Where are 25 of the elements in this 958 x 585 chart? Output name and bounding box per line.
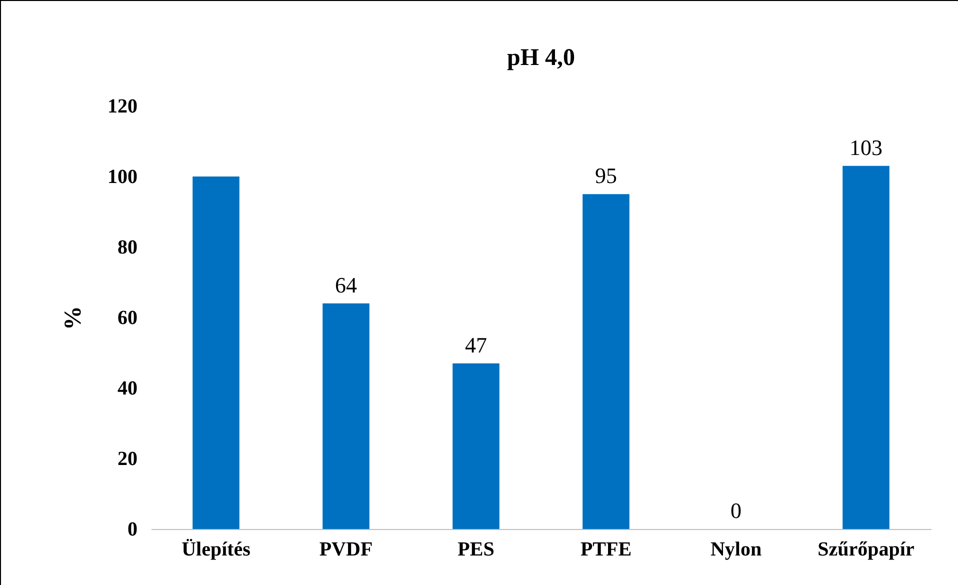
data-label: 0 [730, 498, 742, 523]
y-tick-label: 20 [118, 448, 138, 470]
y-tick-label: 0 [128, 518, 138, 540]
y-tick-label: 100 [108, 166, 138, 188]
y-tick-label: 120 [108, 96, 138, 118]
data-label: 95 [595, 163, 617, 188]
bar [582, 194, 630, 529]
y-tick-label: 80 [118, 236, 138, 258]
y-axis-title: % [60, 306, 86, 330]
bar [452, 363, 500, 529]
bar [192, 176, 240, 529]
bar [842, 166, 890, 529]
x-tick-label: Ülepítés [182, 538, 251, 560]
x-tick-label: PVDF [319, 538, 373, 560]
data-label: 47 [465, 332, 487, 358]
data-label: 103 [850, 134, 882, 160]
data-label: 64 [335, 272, 357, 298]
x-tick-label: Szűrőpapír [818, 538, 914, 560]
bar [322, 303, 370, 529]
x-tick-label: Nylon [710, 538, 762, 560]
chart-title: pH 4,0 [506, 45, 576, 71]
y-tick-label: 60 [118, 307, 138, 329]
x-tick-label: PTFE [580, 538, 632, 560]
x-tick-label: PES [458, 538, 494, 560]
y-tick-label: 40 [118, 378, 138, 400]
